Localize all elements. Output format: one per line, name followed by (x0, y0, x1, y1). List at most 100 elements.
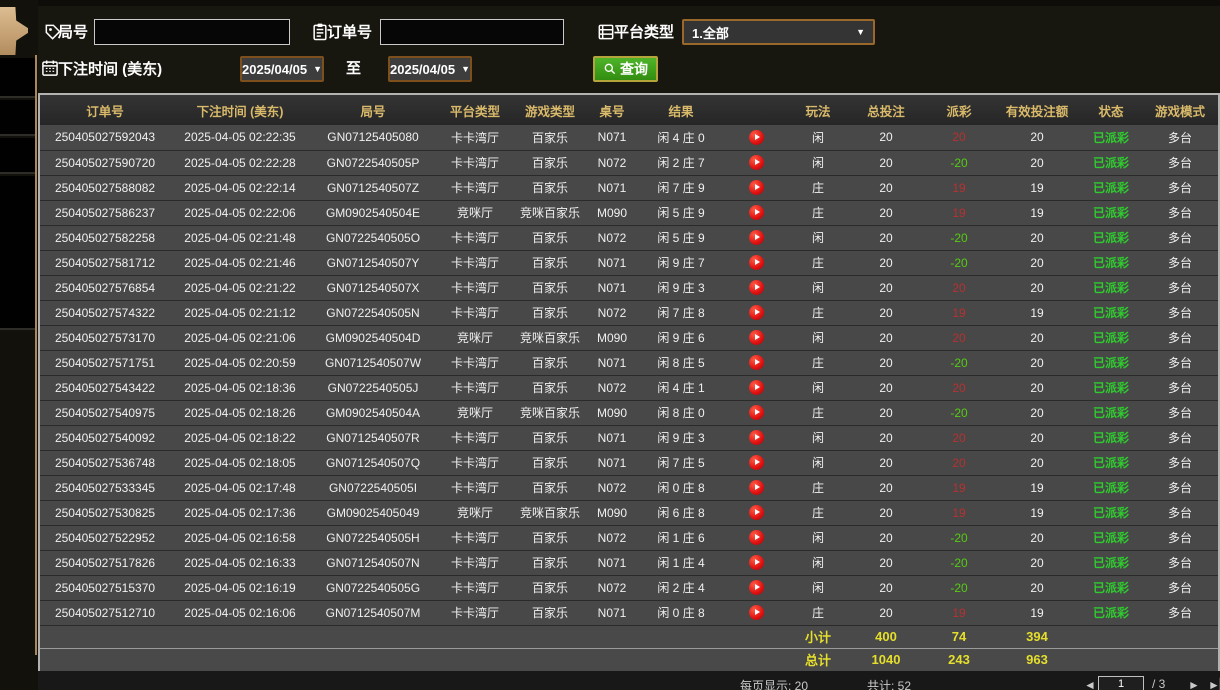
cell-table-no: N072 (586, 225, 638, 251)
replay-play-icon[interactable] (748, 230, 764, 246)
replay-play-icon[interactable] (748, 205, 764, 221)
page-number-input[interactable] (1098, 676, 1144, 690)
cell-order-no: 250405027576854 (40, 275, 170, 301)
cell-payout: 20 (924, 275, 994, 301)
cell-valid-bet: 20 (994, 425, 1080, 451)
panel-block (0, 138, 35, 174)
cell-total-bet: 20 (848, 450, 924, 476)
replay-play-icon[interactable] (748, 580, 764, 596)
replay-play-icon[interactable] (748, 255, 764, 271)
cell-game-no: GN0712540507Q (310, 450, 436, 476)
cell-platform: 卡卡湾厅 (436, 275, 514, 301)
cell-order-no: 250405027530825 (40, 500, 170, 526)
game-no-input[interactable] (94, 19, 290, 45)
replay-play-icon[interactable] (748, 280, 764, 296)
column-header: 游戏类型 (514, 95, 586, 125)
cell-total-bet: 20 (848, 575, 924, 601)
total-count-label: 共计: 52 (867, 679, 912, 690)
replay-play-icon[interactable] (748, 380, 764, 396)
cell-game-mode: 多台 (1142, 500, 1218, 526)
cell-bet-time: 2025-04-05 02:18:26 (170, 400, 310, 426)
table-row: 250405027576854 2025-04-05 02:21:22 GN07… (40, 275, 1218, 301)
cell-total-bet: 20 (848, 600, 924, 626)
panel-pull-tab[interactable] (0, 7, 28, 55)
next-page-icon[interactable]: ► (1188, 678, 1200, 690)
cell-platform: 卡卡湾厅 (436, 525, 514, 551)
cell-game-type: 百家乐 (514, 125, 586, 151)
cell-valid-bet: 19 (994, 200, 1080, 226)
cell-payout: 20 (924, 375, 994, 401)
column-header: 状态 (1080, 95, 1142, 125)
cell-table-no: M090 (586, 400, 638, 426)
replay-play-icon[interactable] (748, 605, 764, 621)
cell-valid-bet: 20 (994, 150, 1080, 176)
cell-valid-bet: 20 (994, 450, 1080, 476)
table-row: 250405027540975 2025-04-05 02:18:26 GM09… (40, 400, 1218, 426)
cell-total-bet: 20 (848, 500, 924, 526)
cell-bet-time: 2025-04-05 02:17:48 (170, 475, 310, 501)
cell-play-type: 闲 (788, 375, 848, 401)
cell-result: 闲 1 庄 6 (638, 525, 724, 551)
replay-play-icon[interactable] (748, 405, 764, 421)
prev-page-icon[interactable]: ◄ (1084, 678, 1096, 690)
cell-bet-time: 2025-04-05 02:16:58 (170, 525, 310, 551)
cell-order-no: 250405027543422 (40, 375, 170, 401)
cell-table-no: N071 (586, 600, 638, 626)
replay-play-icon[interactable] (748, 155, 764, 171)
column-header: 有效投注额 (994, 95, 1080, 125)
replay-play-icon[interactable] (748, 530, 764, 546)
cell-result: 闲 6 庄 8 (638, 500, 724, 526)
cell-bet-time: 2025-04-05 02:18:22 (170, 425, 310, 451)
search-button[interactable]: 查询 (593, 56, 658, 82)
cell-bet-time: 2025-04-05 02:21:48 (170, 225, 310, 251)
cell-game-no: GM09025405049 (310, 500, 436, 526)
cell-table-no: N072 (586, 375, 638, 401)
cell-game-mode: 多台 (1142, 175, 1218, 201)
cell-payout: -20 (924, 150, 994, 176)
cell-bet-time: 2025-04-05 02:16:06 (170, 600, 310, 626)
cell-table-no: N072 (586, 475, 638, 501)
replay-play-icon[interactable] (748, 430, 764, 446)
cell-game-type: 百家乐 (514, 300, 586, 326)
cell-game-mode: 多台 (1142, 200, 1218, 226)
bet-records-table: 订单号 下注时间 (美东) 局号 平台类型 游戏类型 桌号 结果 玩法 总投注 派彩 有效投注额 状态… (38, 93, 1220, 673)
replay-play-icon[interactable] (748, 305, 764, 321)
replay-play-icon[interactable] (748, 505, 764, 521)
chevron-down-icon: ▼ (461, 64, 470, 74)
search-button-label: 查询 (620, 61, 648, 77)
replay-play-icon[interactable] (748, 480, 764, 496)
cell-bet-time: 2025-04-05 02:22:06 (170, 200, 310, 226)
replay-play-icon[interactable] (748, 180, 764, 196)
cell-game-mode: 多台 (1142, 250, 1218, 276)
cell-game-type: 竞咪百家乐 (514, 500, 586, 526)
table-row: 250405027512710 2025-04-05 02:16:06 GN07… (40, 600, 1218, 626)
replay-play-icon[interactable] (748, 355, 764, 371)
table-row: 250405027517826 2025-04-05 02:16:33 GN07… (40, 550, 1218, 576)
cell-platform: 卡卡湾厅 (436, 350, 514, 376)
cell-status: 已派彩 (1080, 125, 1142, 151)
cell-game-type: 百家乐 (514, 600, 586, 626)
cell-play-type: 庄 (788, 200, 848, 226)
cell-valid-bet: 19 (994, 475, 1080, 501)
last-page-icon[interactable]: ►▏ (1208, 678, 1220, 690)
cell-replay (724, 200, 788, 226)
replay-play-icon[interactable] (748, 330, 764, 346)
cell-game-no: GN0722540505G (310, 575, 436, 601)
date-from-picker[interactable]: 2025/04/05 ▼ (240, 56, 324, 82)
cell-bet-time: 2025-04-05 02:18:36 (170, 375, 310, 401)
cell-game-mode: 多台 (1142, 125, 1218, 151)
cell-game-no: GN0712540507W (310, 350, 436, 376)
cell-game-mode: 多台 (1142, 225, 1218, 251)
platform-type-select[interactable]: 1.全部 ▼ (682, 19, 875, 45)
table-row: 250405027573170 2025-04-05 02:21:06 GM09… (40, 325, 1218, 351)
date-to-picker[interactable]: 2025/04/05 ▼ (388, 56, 472, 82)
cell-platform: 卡卡湾厅 (436, 425, 514, 451)
replay-play-icon[interactable] (748, 455, 764, 471)
replay-play-icon[interactable] (748, 129, 764, 145)
cell-valid-bet: 20 (994, 350, 1080, 376)
cell-payout: 19 (924, 200, 994, 226)
replay-play-icon[interactable] (748, 555, 764, 571)
cell-game-mode: 多台 (1142, 275, 1218, 301)
panel-block (0, 58, 35, 98)
order-no-input[interactable] (380, 19, 564, 45)
